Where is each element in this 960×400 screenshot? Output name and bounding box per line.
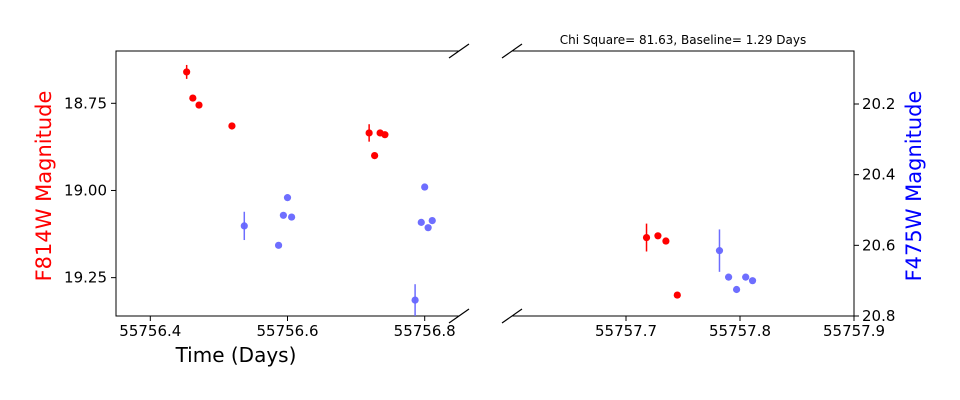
f475w-data-point — [240, 222, 248, 230]
left-panel-frame — [115, 50, 459, 317]
y-left-tick-label: 18.75 — [64, 94, 107, 112]
f475w-data-point — [288, 213, 296, 221]
y-axis-label-left: F814W Magnitude — [32, 91, 56, 282]
y-left-tick-label: 19.25 — [64, 269, 107, 287]
f475w-data-point — [742, 273, 750, 281]
f475w-data-point — [283, 194, 292, 202]
y-right-tick-label: 20.8 — [862, 307, 895, 325]
f814w-data-point — [381, 131, 389, 139]
f475w-data-point — [715, 247, 724, 255]
f814w-data-point — [183, 68, 191, 76]
f475w-data-point — [417, 218, 425, 226]
axis-ticks: 55756.4 55756.6 55756.8 55757.7 55757.8 55757… — [64, 94, 895, 340]
f814w-data-point — [189, 94, 197, 102]
f814w-data-point — [673, 291, 681, 299]
f814w-data-point — [195, 101, 203, 109]
f475w-data-point — [421, 183, 429, 191]
f475w-data-point — [424, 224, 432, 232]
f475w-data-point — [411, 296, 419, 304]
x-tick-label: 55757.7 — [595, 322, 657, 340]
axis-break-marker — [448, 43, 470, 59]
f814w-data-point — [365, 129, 373, 137]
f814w-data-point — [662, 237, 670, 245]
x-tick-label: 55757.8 — [709, 322, 771, 340]
axis-break-marker — [448, 308, 470, 324]
f814w-data-point — [654, 232, 662, 240]
x-tick-label: 55756.8 — [394, 322, 456, 340]
f475w-data-point — [748, 277, 757, 285]
right-panel-frame — [512, 50, 855, 317]
y-right-tick-label: 20.6 — [862, 236, 895, 254]
f475w-data-point — [725, 273, 733, 281]
x-tick-label: 55756.4 — [119, 322, 181, 340]
f475w-data-point — [428, 217, 436, 225]
x-tick-label: 55757.9 — [823, 322, 885, 340]
data-points — [183, 64, 757, 316]
f475w-data-point — [279, 211, 287, 219]
f814w-data-point — [642, 233, 651, 242]
x-axis-label: Time (Days) — [175, 343, 297, 367]
f475w-data-point — [732, 285, 741, 294]
y-left-tick-label: 19.00 — [64, 181, 107, 199]
axis-break-marker — [501, 308, 523, 324]
y-axis-label-right: F475W Magnitude — [902, 91, 926, 282]
f814w-data-point — [371, 152, 379, 160]
x-tick-label: 55756.6 — [256, 322, 318, 340]
y-right-tick-label: 20.2 — [862, 95, 895, 113]
f814w-data-point — [228, 122, 236, 130]
f475w-data-point — [274, 241, 283, 249]
axis-break-marker — [501, 43, 523, 59]
y-right-tick-label: 20.4 — [862, 166, 895, 184]
chart-title: Chi Square= 81.63, Baseline= 1.29 Days — [560, 33, 806, 47]
